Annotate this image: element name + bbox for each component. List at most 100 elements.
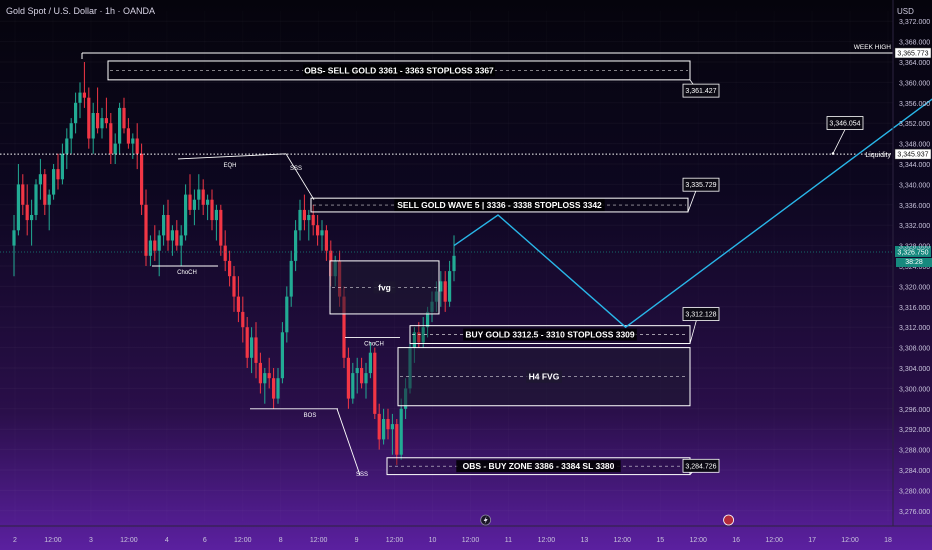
candle-body <box>210 199 214 221</box>
x-tick-label: 15 <box>656 537 664 544</box>
candle-body <box>47 194 51 205</box>
candle-body <box>157 235 161 251</box>
structure-label: ChoCH <box>364 341 384 347</box>
candle-body <box>38 174 42 185</box>
x-tick-label: 4 <box>165 537 169 544</box>
x-tick-label: 12:00 <box>538 537 556 544</box>
structure-annotations: EQH SSS ChoCH ChoCH BOS SSS <box>152 153 400 478</box>
axis-currency[interactable]: USD <box>897 7 914 16</box>
x-tick-label: 17 <box>808 537 816 544</box>
candle-body <box>426 311 430 328</box>
current-price-tag: 3,326.750 <box>897 249 928 256</box>
candle-body <box>364 373 368 384</box>
x-tick-label: 12:00 <box>841 537 859 544</box>
candle-body <box>25 204 29 221</box>
candle-body <box>276 378 280 399</box>
free-callout-box <box>826 116 864 130</box>
y-tick-label: 3,352.000 <box>899 121 930 128</box>
candle-body <box>56 169 60 180</box>
y-tick-label: 3,356.000 <box>899 101 930 108</box>
x-tick-label: 6 <box>203 537 207 544</box>
candle-body <box>214 209 218 221</box>
candle-body <box>360 368 364 384</box>
y-tick-label: 3,296.000 <box>899 407 930 414</box>
candle-body <box>131 138 135 144</box>
x-tick-label: 18 <box>884 537 892 544</box>
candle-body <box>346 357 350 399</box>
zone-label: OBS- SELL GOLD 3361 - 3363 STOPLOSS 3367 <box>304 65 494 75</box>
callout-box <box>682 177 720 192</box>
candle-body <box>258 362 262 384</box>
callout-value: 3,312.128 <box>685 312 716 319</box>
candle-body <box>201 189 205 205</box>
free-callout-connector <box>832 129 846 154</box>
candle-body <box>122 107 126 129</box>
candle-body <box>373 352 377 414</box>
candle-body <box>302 209 306 221</box>
candle-body <box>12 230 16 246</box>
candle-body <box>65 138 69 154</box>
x-tick-label: 9 <box>355 537 359 544</box>
y-tick-label: 3,304.000 <box>899 366 930 373</box>
y-tick-label: 3,312.000 <box>899 325 930 332</box>
candle-body <box>342 296 346 358</box>
candle-body <box>104 118 108 124</box>
candle-body <box>285 296 289 333</box>
candle-body <box>298 209 302 231</box>
candle-body <box>386 419 390 430</box>
candle-body <box>307 215 311 221</box>
x-tick-label: 12:00 <box>689 537 707 544</box>
zone-label: H4 FVG <box>529 372 560 382</box>
callout-box <box>682 307 720 321</box>
candle-body <box>206 199 210 205</box>
candle-body <box>21 184 25 205</box>
zone-label-bg <box>303 64 495 77</box>
zone-label-bg <box>456 460 621 473</box>
candle-body <box>197 189 201 200</box>
candle-body <box>236 296 240 312</box>
free-callout-value: 3,346.054 <box>829 121 860 128</box>
candle-body <box>113 143 117 154</box>
candle-body <box>280 332 284 379</box>
zone-label: BUY GOLD 3312.5 - 3310 STOPLOSS 3309 <box>465 330 635 340</box>
candle-body <box>289 260 293 297</box>
candle-body <box>192 199 196 210</box>
zone-label-bg <box>373 281 396 294</box>
liquidity-price-tag: 3,345.937 <box>897 152 928 159</box>
candle-body <box>91 113 95 139</box>
zone-label: OBS - BUY ZONE 3386 - 3384 SL 3380 <box>463 461 615 471</box>
candle-body <box>412 332 416 348</box>
candle-body <box>69 123 73 139</box>
x-tick-label: 12:00 <box>614 537 632 544</box>
candle-body <box>382 419 386 440</box>
y-tick-label: 3,348.000 <box>899 142 930 149</box>
candle-body <box>267 373 271 379</box>
symbol-title: Gold Spot / U.S. Dollar · 1h · OANDA <box>6 6 156 16</box>
y-tick-label: 3,292.000 <box>899 427 930 434</box>
x-tick-label: 12:00 <box>44 537 62 544</box>
y-tick-label: 3,280.000 <box>899 488 930 495</box>
lightning-glyph-icon <box>483 516 488 524</box>
y-tick-label: 3,372.000 <box>899 19 930 26</box>
liquidity-label: Liquidity <box>865 152 891 159</box>
y-axis: 3,276.000 3,280.000 3,284.000 3,288.000 3,29… <box>892 0 930 526</box>
y-tick-label: 3,360.000 <box>899 80 930 87</box>
zones: WEEK HIGH Liquidity 3,365.773 3,345.937 3,32… <box>0 44 932 476</box>
x-tick-label: 8 <box>279 537 283 544</box>
week-high-price-tag-bg <box>894 47 932 59</box>
projection-line <box>453 98 932 329</box>
callout-box <box>682 83 720 98</box>
x-tick-label: 12:00 <box>234 537 252 544</box>
structure-label: SSS <box>356 472 368 478</box>
y-tick-label: 3,288.000 <box>899 448 930 455</box>
candle-body <box>439 281 443 292</box>
candle-body <box>153 240 157 251</box>
candle-body <box>421 327 425 343</box>
structure-line <box>336 408 361 476</box>
y-tick-label: 3,324.000 <box>899 264 930 271</box>
x-tick-label: 12:00 <box>462 537 480 544</box>
zone-label: SELL GOLD WAVE 5 | 3336 - 3338 STOPLOSS … <box>397 200 602 210</box>
x-axis: 2 12:00 3 12:00 4 6 12:00 8 12:00 9 12:00 10 12:00 11… <box>0 514 932 544</box>
